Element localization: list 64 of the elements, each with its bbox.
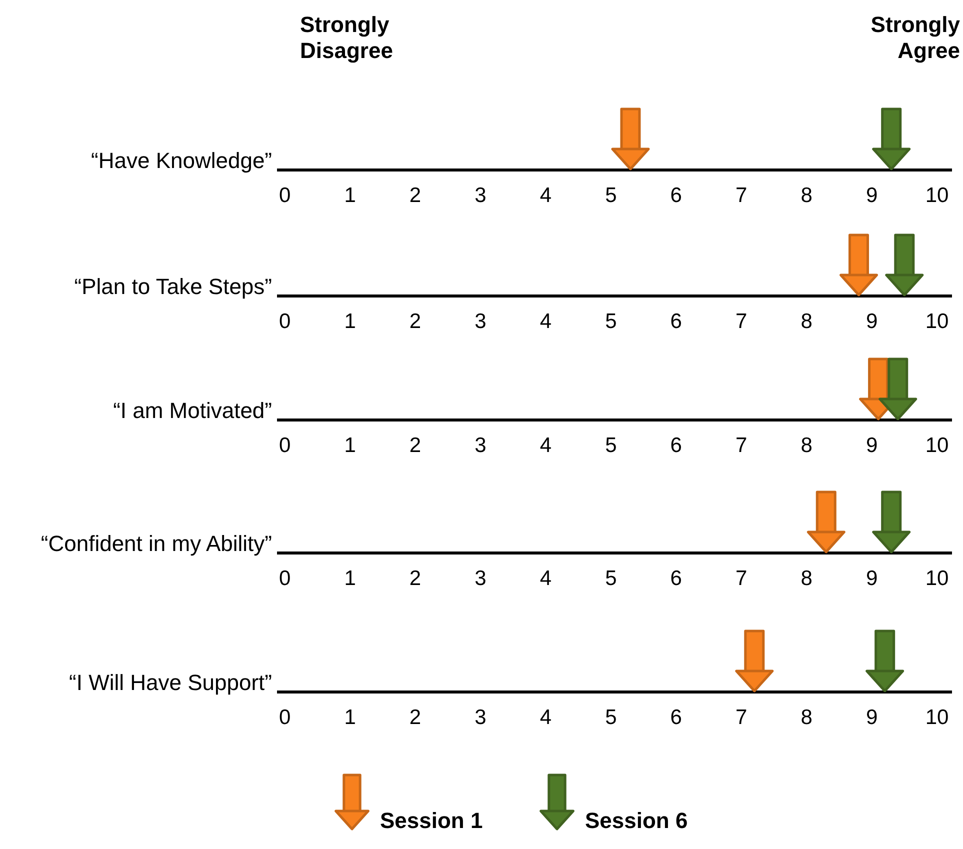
legend-label: Session 6 [585, 808, 688, 833]
x-tick-label: 5 [605, 184, 617, 207]
x-tick-label: 2 [409, 184, 422, 207]
x-tick-label: 10 [925, 567, 949, 590]
x-tick-label: 5 [605, 567, 617, 590]
x-tick-label: 9 [866, 310, 878, 333]
x-tick-label: 5 [605, 310, 617, 333]
x-tick-label: 3 [474, 706, 486, 729]
x-tick-label: 2 [409, 706, 422, 729]
text: Strongly Disagree [300, 12, 393, 63]
x-tick-label: 1 [344, 310, 356, 333]
y-tick-label: “Plan to Take Steps” [74, 274, 272, 299]
x-tick-label: 5 [605, 434, 617, 457]
x-tick-label: 1 [344, 567, 356, 590]
x-tick-label: 8 [800, 567, 812, 590]
x-tick-label: 9 [866, 706, 878, 729]
y-tick-label: “Have Knowledge” [91, 148, 272, 173]
x-tick-label: 4 [540, 567, 552, 590]
x-tick-label: 8 [800, 706, 812, 729]
x-tick-label: 4 [540, 310, 552, 333]
x-tick-label: 4 [540, 706, 552, 729]
x-tick-label: 4 [540, 434, 552, 457]
x-tick-label: 1 [344, 184, 356, 207]
x-tick-label: 6 [670, 434, 682, 457]
x-tick-label: 7 [736, 434, 748, 457]
x-tick-label: 3 [474, 310, 486, 333]
x-tick-label: 3 [474, 434, 486, 457]
y-tick-label: “I am Motivated” [113, 398, 272, 423]
x-tick-label: 0 [278, 567, 291, 590]
x-tick-label: 7 [736, 184, 748, 207]
x-tick-label: 9 [866, 567, 878, 590]
x-tick-label: 10 [925, 706, 949, 729]
x-tick-label: 10 [925, 184, 949, 207]
x-tick-label: 6 [670, 184, 682, 207]
y-tick-label: “I Will Have Support” [69, 670, 272, 695]
x-tick-label: 0 [278, 184, 291, 207]
x-tick-label: 2 [409, 434, 422, 457]
x-tick-label: 2 [409, 567, 422, 590]
x-tick-label: 0 [278, 706, 291, 729]
legend-label: Session 1 [380, 808, 483, 833]
x-tick-label: 3 [474, 184, 486, 207]
x-tick-label: 7 [736, 310, 748, 333]
x-tick-label: 2 [409, 310, 422, 333]
x-tick-label: 7 [736, 706, 748, 729]
x-tick-label: 8 [800, 184, 812, 207]
x-tick-label: 0 [278, 310, 291, 333]
text: Strongly Agree [870, 12, 961, 63]
x-tick-label: 6 [670, 310, 682, 333]
x-tick-label: 6 [670, 567, 682, 590]
x-tick-label: 5 [605, 706, 617, 729]
x-tick-label: 10 [925, 310, 949, 333]
x-tick-label: 6 [670, 706, 682, 729]
x-tick-label: 3 [474, 567, 486, 590]
x-tick-label: 4 [540, 184, 552, 207]
x-tick-label: 1 [344, 434, 356, 457]
x-tick-label: 9 [866, 184, 878, 207]
x-tick-label: 9 [866, 434, 878, 457]
x-tick-label: 8 [800, 310, 812, 333]
y-tick-label: “Confident in my Ability” [40, 531, 272, 556]
x-tick-label: 10 [925, 434, 949, 457]
x-tick-label: 0 [278, 434, 291, 457]
x-tick-label: 1 [344, 706, 356, 729]
x-tick-label: 8 [800, 434, 812, 457]
x-tick-label: 7 [736, 567, 748, 590]
